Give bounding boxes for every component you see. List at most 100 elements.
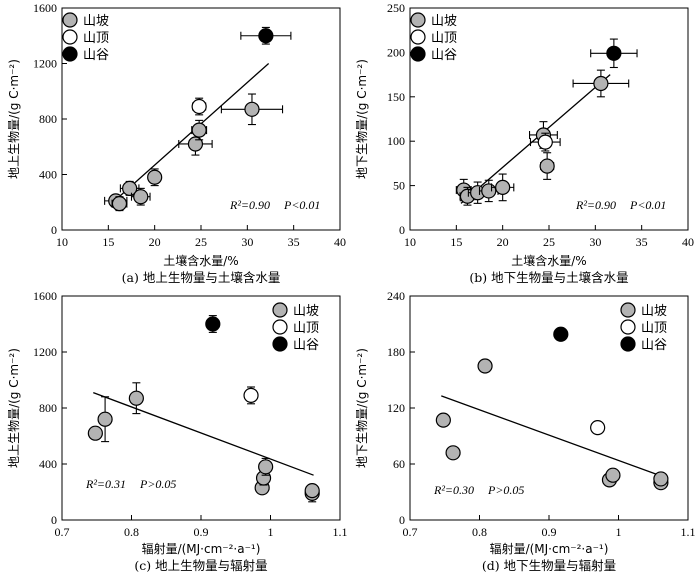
data-point — [187, 136, 204, 152]
data-point — [244, 101, 260, 117]
regression-line — [93, 391, 314, 476]
y-axis-label: 地上生物量/(g C·m⁻²) — [7, 59, 21, 179]
data-point — [128, 390, 144, 406]
y-tick-label: 240 — [387, 289, 405, 303]
y-tick-label: 1600 — [33, 1, 57, 15]
x-tick-label: 1.1 — [681, 525, 696, 539]
legend-marker — [410, 12, 426, 28]
data-point — [258, 28, 274, 44]
x-tick-label: 0.9 — [194, 525, 209, 539]
data-point — [553, 326, 569, 342]
r-squared-label: R²=0.90 — [575, 198, 616, 212]
x-tick-label: 0.7 — [403, 525, 418, 539]
x-tick-label: 20 — [497, 235, 509, 249]
p-value-label: P>0.05 — [487, 483, 524, 497]
data-point — [606, 45, 622, 61]
data-point — [477, 358, 493, 374]
panel-caption: (c) 地上生物量与辐射量 — [134, 558, 267, 572]
legend-marker — [272, 336, 288, 352]
x-axis-label: 辐射量/(MJ·cm⁻²·a⁻¹) — [142, 541, 261, 556]
chart-panel-b: 10 15 20 25 30 35 40 0 50 100 150 200 250 土壤含水量/% 地下生物… — [355, 1, 694, 285]
data-point — [539, 158, 555, 174]
legend-marker — [62, 46, 78, 62]
y-tick-label: 250 — [387, 1, 405, 15]
x-tick-label: 25 — [195, 235, 207, 249]
x-axis-label: 辐射量/(MJ·cm⁻²·a⁻¹) — [490, 541, 609, 556]
regression-line — [441, 395, 662, 477]
p-value-label: P<0.01 — [283, 198, 320, 212]
r-squared-label: R²=0.30 — [433, 483, 474, 497]
x-tick-label: 30 — [589, 235, 601, 249]
x-tick-label: 0.8 — [124, 525, 139, 539]
legend-label: 山顶 — [641, 321, 667, 336]
data-point — [122, 180, 138, 196]
legend-label: 山谷 — [293, 338, 319, 353]
legend-marker — [620, 302, 636, 318]
x-tick-label: 40 — [334, 235, 346, 249]
data-point — [87, 425, 103, 441]
legend-label: 山顶 — [293, 321, 319, 336]
y-tick-label: 50 — [393, 179, 405, 193]
data-point — [111, 196, 128, 212]
legend-marker — [62, 29, 78, 45]
x-tick-label: 0.7 — [55, 525, 70, 539]
legend-marker — [272, 302, 288, 318]
y-axis-label: 地下生物量/(g C·m⁻²) — [355, 348, 369, 468]
x-axis-label: 土壤含水量/% — [163, 253, 238, 268]
x-tick-label: 35 — [288, 235, 300, 249]
x-tick-label: 30 — [241, 235, 253, 249]
y-tick-label: 800 — [39, 112, 57, 126]
data-point — [537, 134, 553, 150]
y-tick-label: 180 — [387, 345, 405, 359]
regression-line — [112, 63, 270, 203]
x-tick-label: 0.8 — [472, 525, 487, 539]
legend-label: 山谷 — [641, 338, 667, 353]
x-tick-label: 20 — [149, 235, 161, 249]
y-tick-label: 0 — [399, 513, 405, 527]
x-tick-label: 1.1 — [333, 525, 348, 539]
y-axis-label: 地下生物量/(g C·m⁻²) — [355, 59, 369, 179]
legend-label: 山顶 — [83, 31, 109, 46]
x-tick-label: 1 — [268, 525, 274, 539]
y-tick-label: 400 — [39, 168, 57, 182]
x-tick-label: 10 — [404, 235, 416, 249]
y-tick-label: 1200 — [33, 345, 57, 359]
data-point — [191, 122, 207, 138]
y-tick-label: 100 — [387, 134, 405, 148]
y-tick-label: 800 — [39, 401, 57, 415]
data-point — [243, 387, 259, 403]
chart-panel-d: 0.7 0.8 0.9 1 1.1 0 60 120 180 240 辐射量/(MJ·cm⁻²·a⁻… — [355, 289, 696, 572]
y-tick-label: 60 — [393, 457, 405, 471]
legend-marker — [620, 319, 636, 335]
chart-panel-c: 0.7 0.8 0.9 1 1.1 0 400 800 1200 1600 辐射量/(MJ·cm⁻²… — [7, 289, 348, 572]
x-tick-label: 10 — [56, 235, 68, 249]
legend-marker — [410, 29, 426, 45]
y-tick-label: 200 — [387, 45, 405, 59]
data-point — [97, 411, 113, 427]
data-point — [435, 412, 451, 428]
legend-marker — [620, 336, 636, 352]
panel-caption: (a) 地上生物量与土壤含水量 — [122, 270, 281, 285]
y-tick-label: 0 — [399, 223, 405, 237]
r-squared-label: R²=0.90 — [229, 198, 270, 212]
y-tick-label: 150 — [387, 90, 405, 104]
data-point — [481, 183, 497, 199]
legend-label: 山坡 — [293, 304, 319, 319]
data-point — [593, 75, 609, 92]
panel-caption: (d) 地下生物量与辐射量 — [482, 558, 616, 572]
x-tick-label: 1 — [616, 525, 622, 539]
x-tick-label: 35 — [636, 235, 648, 249]
legend-label: 山坡 — [83, 14, 109, 29]
x-tick-label: 15 — [450, 235, 462, 249]
x-tick-label: 15 — [102, 235, 114, 249]
legend-marker — [272, 319, 288, 335]
r-squared-label: R²=0.31 — [85, 477, 126, 491]
data-point — [258, 459, 274, 475]
data-point — [191, 98, 207, 115]
legend-label: 山坡 — [641, 304, 667, 319]
y-tick-label: 400 — [39, 457, 57, 471]
data-point — [445, 445, 461, 461]
y-tick-label: 0 — [51, 513, 57, 527]
data-point — [590, 420, 606, 436]
